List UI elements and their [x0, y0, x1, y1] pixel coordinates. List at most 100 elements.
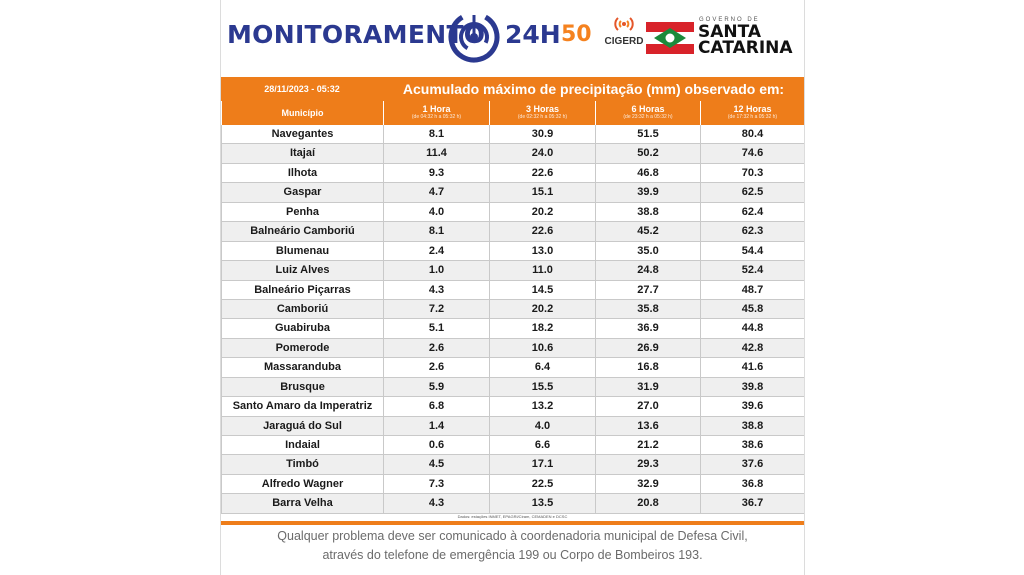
value-cell: 41.6: [700, 358, 804, 378]
badge-50-number: 50: [561, 22, 592, 47]
value-cell: 17.1: [489, 455, 595, 475]
table-row: Camboriú 7.2 20.2 35.8 45.8: [221, 299, 804, 320]
value-cell: 6.6: [489, 436, 595, 456]
value-cell: 15.1: [489, 183, 595, 203]
bulletin-date: 28/11/2023 - 05:32: [264, 84, 340, 94]
municipio-cell: Itajaí: [221, 144, 383, 164]
footer-line-2: através do telefone de emergência 199 ou…: [322, 548, 703, 562]
value-cell: 48.7: [700, 280, 804, 300]
precipitation-table: Navegantes 8.1 30.9 51.5 80.4 Itajaí 11.4 24.0 5…: [221, 125, 804, 514]
value-cell: 8.1: [383, 125, 489, 145]
table-row: Gaspar 4.7 15.1 39.9 62.5: [221, 183, 804, 203]
column-header-period: (de 17:32 h a 05:32 h): [727, 114, 778, 120]
value-cell: 1.0: [383, 261, 489, 281]
table-row: Penha 4.0 20.2 38.8 62.4: [221, 202, 804, 223]
table-row: Itajaí 11.4 24.0 50.2 74.6: [221, 144, 804, 164]
value-cell: 30.9: [489, 125, 595, 145]
table-row: Timbó 4.5 17.1 29.3 37.6: [221, 455, 804, 475]
cigerd-logo: CIGERD: [604, 14, 644, 58]
value-cell: 2.6: [383, 358, 489, 378]
table-row: Ilhota 9.3 22.6 46.8 70.3: [221, 163, 804, 184]
value-cell: 24.0: [489, 144, 595, 164]
value-cell: 42.8: [700, 338, 804, 359]
column-header-period: (de 04:32 h a 05:32 h): [411, 114, 462, 120]
value-cell: 10.6: [489, 338, 595, 359]
value-cell: 5.1: [383, 319, 489, 339]
value-cell: 18.2: [489, 319, 595, 339]
value-cell: 29.3: [595, 455, 700, 475]
value-cell: 39.9: [595, 183, 700, 203]
value-cell: 22.6: [489, 163, 595, 184]
table-row: Barra Velha 4.3 13.5 20.8 36.7: [221, 494, 804, 514]
value-cell: 1.4: [383, 416, 489, 436]
column-header-municipio: Município: [221, 101, 383, 125]
value-cell: 62.4: [700, 202, 804, 223]
value-cell: 16.8: [595, 358, 700, 378]
state-name-line2: CATARINA: [698, 38, 793, 58]
value-cell: 13.6: [595, 416, 700, 436]
anniversary-badge: 50: [561, 20, 593, 54]
value-cell: 36.9: [595, 319, 700, 339]
value-cell: 27.7: [595, 280, 700, 300]
table-row: Santo Amaro da Imperatriz 6.8 13.2 27.0 39.6: [221, 397, 804, 417]
value-cell: 24.8: [595, 261, 700, 281]
value-cell: 13.2: [489, 397, 595, 417]
municipio-cell: Alfredo Wagner: [221, 474, 383, 495]
value-cell: 11.4: [383, 144, 489, 164]
column-header-4: 12 Horas (de 17:32 h a 05:32 h): [700, 101, 804, 125]
column-header-label: Município: [281, 108, 324, 118]
municipio-cell: Navegantes: [221, 125, 383, 145]
value-cell: 4.3: [383, 494, 489, 514]
value-cell: 5.9: [383, 377, 489, 398]
value-cell: 9.3: [383, 163, 489, 184]
bulletin-poster: MONITORAMENTO 24H 50 CIGERD GOVERNO DE S…: [220, 0, 805, 575]
municipio-cell: Santo Amaro da Imperatriz: [221, 397, 383, 417]
municipio-cell: Blumenau: [221, 241, 383, 262]
municipio-cell: Timbó: [221, 455, 383, 475]
state-name-line1: SANTA: [698, 22, 762, 42]
municipio-cell: Ilhota: [221, 163, 383, 184]
table-row: Balneário Piçarras 4.3 14.5 27.7 48.7: [221, 280, 804, 300]
value-cell: 45.2: [595, 222, 700, 242]
government-caption: GOVERNO DE: [699, 17, 760, 23]
table-row: Indaial 0.6 6.6 21.2 38.6: [221, 436, 804, 456]
value-cell: 44.8: [700, 319, 804, 339]
value-cell: 8.1: [383, 222, 489, 242]
cigerd-label: CIGERD: [604, 36, 644, 47]
value-cell: 6.8: [383, 397, 489, 417]
value-cell: 39.6: [700, 397, 804, 417]
municipio-cell: Pomerode: [221, 338, 383, 359]
column-header-1: 1 Hora (de 04:32 h a 05:32 h): [383, 101, 489, 125]
value-cell: 51.5: [595, 125, 700, 145]
municipio-cell: Luiz Alves: [221, 261, 383, 281]
value-cell: 4.7: [383, 183, 489, 203]
column-header-label: 1 Hora: [422, 104, 451, 114]
value-cell: 35.8: [595, 299, 700, 320]
municipio-cell: Gaspar: [221, 183, 383, 203]
value-cell: 4.0: [489, 416, 595, 436]
value-cell: 36.7: [700, 494, 804, 514]
value-cell: 7.3: [383, 474, 489, 495]
value-cell: 38.6: [700, 436, 804, 456]
municipio-cell: Brusque: [221, 377, 383, 398]
column-header-period: (de 23:32 h a 05:32 h): [623, 114, 673, 120]
brand-title: MONITORAMENTO: [227, 20, 486, 49]
value-cell: 11.0: [489, 261, 595, 281]
value-cell: 80.4: [700, 125, 804, 145]
value-cell: 35.0: [595, 241, 700, 262]
value-cell: 21.2: [595, 436, 700, 456]
value-cell: 4.0: [383, 202, 489, 223]
value-cell: 4.5: [383, 455, 489, 475]
column-header-label: 3 Horas: [525, 104, 560, 114]
municipio-cell: Jaraguá do Sul: [221, 416, 383, 436]
value-cell: 32.9: [595, 474, 700, 495]
value-cell: 20.2: [489, 299, 595, 320]
value-cell: 62.3: [700, 222, 804, 242]
table-row: Blumenau 2.4 13.0 35.0 54.4: [221, 241, 804, 262]
table-row: Luiz Alves 1.0 11.0 24.8 52.4: [221, 261, 804, 281]
municipio-cell: Guabiruba: [221, 319, 383, 339]
value-cell: 2.4: [383, 241, 489, 262]
table-row: Jaraguá do Sul 1.4 4.0 13.6 38.8: [221, 416, 804, 436]
data-source-note: Dados: estações INMET, EPAGRI/Ciram, CEM…: [457, 514, 568, 519]
brand-24h: 24H: [505, 20, 561, 49]
